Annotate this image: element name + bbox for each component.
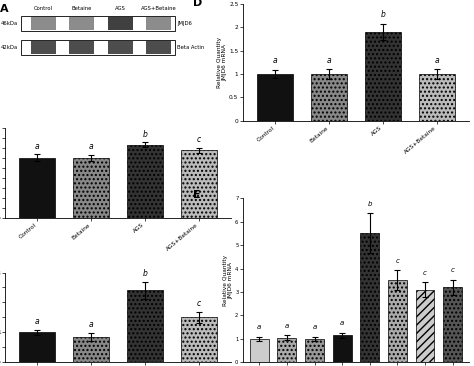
Text: D: D xyxy=(193,0,202,8)
Bar xyxy=(19,332,55,362)
Bar xyxy=(277,338,296,362)
Bar xyxy=(146,41,171,54)
Bar xyxy=(365,32,401,121)
Text: b: b xyxy=(381,10,385,19)
Text: AGS: AGS xyxy=(115,6,126,11)
Bar xyxy=(310,74,347,121)
Text: a: a xyxy=(327,56,331,65)
Bar xyxy=(73,337,109,362)
Text: a: a xyxy=(35,317,39,326)
Bar xyxy=(181,150,217,218)
Text: a: a xyxy=(89,142,93,151)
Bar xyxy=(31,17,56,30)
Bar xyxy=(146,17,171,30)
Text: 46kDa: 46kDa xyxy=(1,21,18,26)
Bar xyxy=(127,145,164,218)
Text: a: a xyxy=(285,323,289,329)
Text: c: c xyxy=(451,267,455,273)
Text: b: b xyxy=(143,269,147,279)
Text: Control: Control xyxy=(34,6,53,11)
Text: c: c xyxy=(395,258,400,264)
Bar xyxy=(305,339,324,362)
Text: a: a xyxy=(273,56,277,65)
Bar xyxy=(250,339,269,362)
Text: a: a xyxy=(89,320,93,329)
Text: 42kDa: 42kDa xyxy=(1,45,18,50)
Bar xyxy=(19,158,55,218)
Text: c: c xyxy=(423,270,427,276)
Bar xyxy=(388,280,407,362)
Text: E: E xyxy=(193,190,201,200)
Y-axis label: Relative Quantity
JMJD6 mRNA: Relative Quantity JMJD6 mRNA xyxy=(217,37,228,88)
Y-axis label: Relative Quantity
JMJD6 mRNA: Relative Quantity JMJD6 mRNA xyxy=(223,255,234,306)
Text: a: a xyxy=(257,324,261,330)
Bar xyxy=(73,158,109,218)
Text: b: b xyxy=(143,130,147,139)
Text: c: c xyxy=(197,299,201,308)
Text: a: a xyxy=(312,324,317,330)
Text: a: a xyxy=(35,142,39,151)
Bar xyxy=(31,41,56,54)
Bar xyxy=(419,74,455,121)
Text: Beta Actin: Beta Actin xyxy=(177,45,204,50)
Bar xyxy=(257,74,293,121)
Bar xyxy=(69,17,94,30)
Bar xyxy=(20,40,175,55)
Bar xyxy=(69,41,94,54)
Bar xyxy=(333,335,352,362)
Bar xyxy=(108,41,133,54)
Bar xyxy=(181,317,217,362)
Bar xyxy=(416,290,435,362)
Bar xyxy=(20,16,175,31)
Bar xyxy=(443,287,462,362)
Text: b: b xyxy=(367,201,372,207)
Text: A: A xyxy=(0,4,9,14)
Text: a: a xyxy=(340,320,344,326)
Bar xyxy=(108,17,133,30)
Text: c: c xyxy=(197,135,201,144)
Text: JMJD6: JMJD6 xyxy=(177,21,192,26)
Text: AGS+Betaine: AGS+Betaine xyxy=(141,6,177,11)
Bar xyxy=(360,234,379,362)
Text: Betaine: Betaine xyxy=(72,6,92,11)
Bar xyxy=(127,291,164,362)
Text: a: a xyxy=(435,56,439,65)
